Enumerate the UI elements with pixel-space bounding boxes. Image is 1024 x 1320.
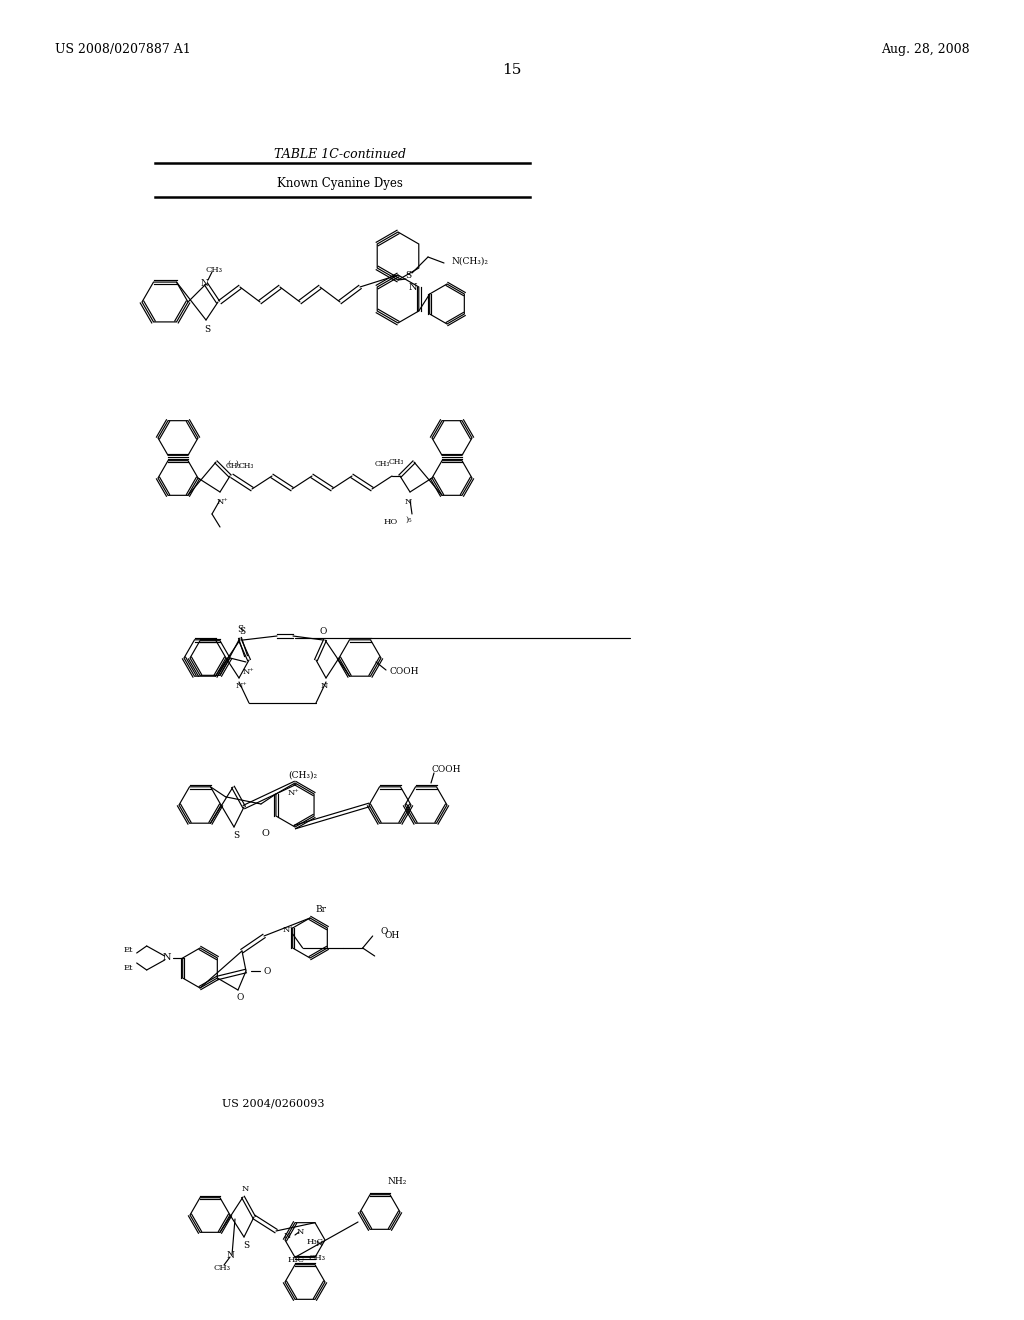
Text: Known Cyanine Dyes: Known Cyanine Dyes [278,177,402,190]
Text: S: S [232,830,239,840]
Text: N⁺: N⁺ [216,498,228,506]
Text: S: S [239,627,245,636]
Text: O: O [319,627,327,636]
Text: N: N [315,1239,323,1247]
Text: COOH: COOH [390,668,420,676]
Text: S: S [243,1242,249,1250]
Text: CH₃: CH₃ [206,267,222,275]
Text: O: O [381,928,388,936]
Text: CH₃: CH₃ [375,459,390,469]
Text: N: N [242,1185,249,1193]
Text: NH₂: NH₂ [388,1177,408,1187]
Text: (  ): ( ) [227,459,239,469]
Text: S: S [404,271,411,280]
Text: Br: Br [315,906,326,915]
Text: H₃C: H₃C [288,1257,305,1265]
Text: N⁺: N⁺ [283,927,295,935]
Text: )₅: )₅ [406,516,412,524]
Text: N⁺: N⁺ [242,668,254,676]
Text: N⁺: N⁺ [287,789,299,797]
Text: N: N [284,1232,291,1239]
Text: N: N [409,282,417,292]
Text: N: N [163,953,171,961]
Text: CH₃: CH₃ [388,458,403,466]
Text: O: O [237,994,244,1002]
Text: HO: HO [384,517,398,525]
Text: Et: Et [123,946,133,954]
Text: US 2008/0207887 A1: US 2008/0207887 A1 [55,44,190,55]
Text: US 2004/0260093: US 2004/0260093 [222,1098,325,1107]
Text: TABLE 1C-continued: TABLE 1C-continued [274,148,406,161]
Text: N: N [321,682,328,690]
Text: N(CH₃)₂: N(CH₃)₂ [451,256,488,265]
Text: N: N [200,279,208,288]
Text: CH₃: CH₃ [239,462,254,470]
Text: O: O [263,966,270,975]
Text: CH₃: CH₃ [213,1265,230,1272]
Text: OH: OH [385,932,400,940]
Text: N: N [296,1228,304,1236]
Text: N⁺: N⁺ [236,682,247,690]
Text: O: O [261,829,269,837]
Text: N: N [404,498,412,506]
Text: CH₃: CH₃ [308,1254,326,1262]
Text: S: S [237,626,243,635]
Text: COOH: COOH [431,766,461,775]
Text: Et: Et [123,964,133,972]
Text: Aug. 28, 2008: Aug. 28, 2008 [882,44,970,55]
Text: N: N [226,1250,233,1259]
Text: (CH₃)₂: (CH₃)₂ [289,771,317,780]
Text: H₃C: H₃C [307,1238,324,1246]
Text: S: S [204,325,210,334]
Text: 15: 15 [503,63,521,77]
Text: CH₃: CH₃ [225,462,241,470]
